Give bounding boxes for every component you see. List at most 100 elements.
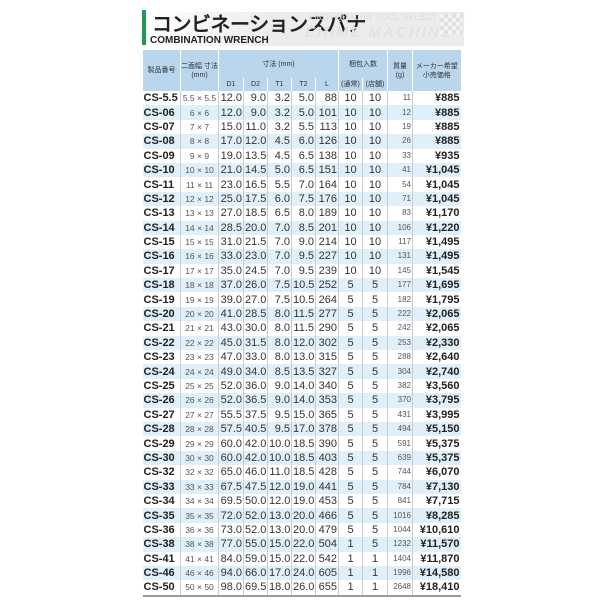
cell-d2: 21.5 [243,234,268,250]
cell-t1: 9.5 [267,407,292,422]
cell-t2: 19.0 [291,479,316,494]
cell-t1: 15.0 [267,551,292,566]
table-row: CS-27 27 × 27 55.5 37.5 9.5 15.0 365 5 5 431 ¥3,99… [143,407,461,422]
cell-pack-store: 10 [362,206,388,221]
cell-d1: 72.0 [218,508,244,523]
cell-weight: 177 [387,278,413,293]
cell-model: CS-17 [143,264,175,277]
cell-width-across: 16 × 16 [180,249,219,264]
cell-price: ¥1,695 [412,278,461,293]
cell-d2: 31.5 [243,335,268,351]
cell-pack-normal: 5 [338,436,363,451]
cell-d1: 17.0 [218,134,244,149]
cell-model: CS-34 [143,495,175,508]
cell-model: CS-21 [143,322,175,335]
table-row: CS-38 38 × 38 77.0 55.0 15.0 22.0 504 1 5 1232 ¥11… [142,537,461,552]
cell-model: CS-07 [143,120,175,133]
cell-t1: 9.0 [267,393,292,408]
cell-d2: 13.5 [243,148,268,163]
cell-t1: 8.0 [267,335,292,351]
cell-pack-normal: 1 [338,580,363,597]
cell-pack-normal: 5 [338,306,363,322]
cell-length: 164 [315,177,339,192]
cell-width-across: 27 × 27 [180,407,219,422]
cell-d1: 47.0 [218,350,244,365]
cell-t1: 9.0 [267,378,292,394]
cell-price: ¥2,640 [412,350,461,365]
cell-model: CS-5.5 [143,92,178,105]
cell-length: 290 [315,321,339,336]
cell-d2: 28.5 [243,306,268,322]
cell-length: 403 [315,450,339,466]
cell-t2: 8.5 [291,220,316,235]
cell-width-across: 41 × 41 [180,551,219,566]
cell-length: 126 [315,134,339,149]
cell-t2: 24.0 [291,565,316,581]
cell-length: 655 [315,580,339,597]
header-pack-store: (店舗) [362,78,388,91]
cell-t2: 14.0 [291,378,316,394]
cell-weight: 12 [387,105,413,120]
cell-price: ¥2,740 [412,364,461,379]
cell-pack-store: 10 [362,191,388,207]
cell-d2: 16.5 [243,177,268,192]
cell-d2: 20.0 [243,220,268,235]
cell-weight: 2648 [387,580,413,597]
cell-weight: 253 [387,335,413,351]
cell-d2: 40.5 [243,421,268,437]
cell-width-across: 22 × 22 [180,335,219,351]
cell-weight: 242 [387,321,413,336]
cell-pack-normal: 5 [338,335,363,351]
table-row: CS-25 25 × 25 52.0 36.0 9.0 14.0 340 5 5 382 ¥3,56… [143,378,461,394]
cell-t1: 17.0 [267,565,292,581]
cell-weight: 382 [387,378,413,394]
table-row: CS-07 7 × 7 15.0 11.0 3.2 5.5 113 10 10 19 ¥885 [143,119,461,135]
watermark-tagline: HIGH QUALITY TOOL SELECT SHOP [310,12,466,22]
cell-d2: 69.5 [243,580,268,597]
header-pack-normal: (通常) [338,78,363,91]
cell-t2: 7.5 [291,191,316,207]
cell-length: 315 [315,350,339,365]
cell-t1: 8.5 [267,364,292,379]
cell-length: 302 [315,335,339,351]
table-row: CS-23 23 × 23 47.0 33.0 8.0 13.0 315 5 5 288 ¥2,64… [143,350,461,365]
table-row: CS-41 41 × 41 84.0 59.0 15.0 22.0 542 1 1 1404 ¥11… [143,551,461,566]
cell-t2: 10.5 [291,278,316,293]
header-pack-qty: 梱包入数 [338,50,388,78]
cell-price: ¥1,170 [412,206,461,221]
cell-pack-normal: 1 [338,565,363,581]
cell-d2: 59.0 [243,551,268,566]
cell-width-across: 38 × 38 [180,537,219,552]
cell-d2: 36.5 [243,393,268,408]
cell-pack-normal: 5 [338,522,363,538]
cell-model: CS-11 [143,178,175,191]
cell-width-across: 33 × 33 [180,479,219,494]
cell-weight: 41 [387,162,413,178]
header-l: L [315,78,339,91]
cell-pack-store: 1 [362,565,388,581]
cell-weight: 83 [387,206,413,221]
cell-pack-store: 10 [362,91,388,106]
cell-length: 466 [315,508,339,523]
cell-t1: 8.0 [267,306,292,322]
cell-price: ¥14,580 [412,565,461,581]
cell-width-across: 24 × 24 [180,364,219,379]
cell-d1: 52.0 [218,378,244,394]
cell-pack-normal: 10 [338,220,363,235]
cell-pack-store: 5 [362,537,388,552]
cell-width-across: 10 × 10 [180,162,219,178]
table-row: CS-18 18 × 18 37.0 26.0 7.5 10.5 252 5 5 177 ¥1,69… [142,278,461,293]
cell-length: 252 [315,278,339,293]
cell-weight: 639 [387,450,413,466]
cell-pack-normal: 5 [338,421,363,437]
cell-d1: 43.0 [218,321,244,336]
cell-pack-store: 1 [362,551,388,566]
cell-t2: 7.0 [291,177,316,192]
cell-price: ¥3,995 [412,407,461,422]
cell-d1: 23.0 [218,177,244,192]
cell-width-across: 21 × 21 [180,321,219,336]
cell-d2: 46.0 [243,465,268,480]
cell-d1: 98.0 [218,580,244,597]
cell-price: ¥5,150 [412,421,461,437]
cell-t1: 4.5 [267,134,292,149]
